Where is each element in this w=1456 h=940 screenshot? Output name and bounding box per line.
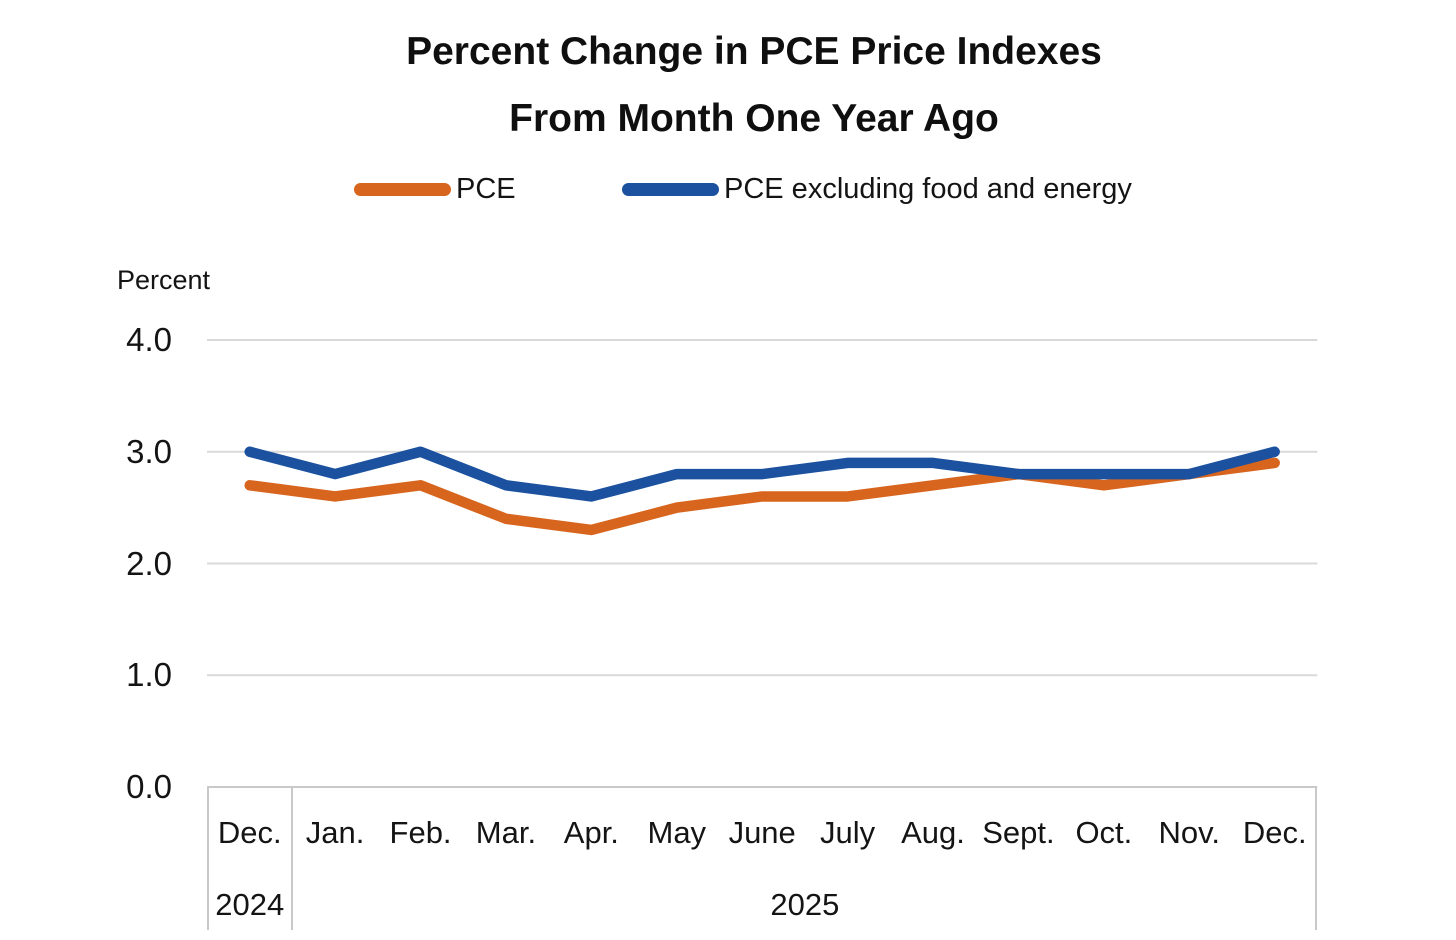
- x-tick-label: Dec.: [217, 815, 282, 850]
- x-tick-label: July: [820, 815, 876, 850]
- year-label: 2025: [770, 887, 840, 922]
- y-tick-label: 1.0: [126, 656, 172, 694]
- y-tick-label: 4.0: [126, 321, 172, 358]
- y-axis-title: Percent: [117, 265, 211, 295]
- legend-swatch-core-pce-icon: [622, 182, 719, 196]
- legend-label-core-pce: PCE excluding food and energy: [724, 172, 1132, 205]
- legend-label-pce: PCE: [456, 172, 516, 205]
- chart-title-line2: From Month One Year Ago: [509, 97, 999, 140]
- x-tick-label: Aug.: [901, 815, 965, 850]
- legend-item-pce: PCE: [354, 170, 516, 208]
- chart-title: Percent Change in PCE Price Indexes From…: [26, 18, 1456, 152]
- x-tick-label: Apr.: [563, 815, 619, 850]
- chart-title-line1: Percent Change in PCE Price Indexes: [406, 30, 1102, 73]
- x-tick-label: May: [647, 815, 707, 850]
- y-tick-label: 2.0: [126, 544, 172, 582]
- x-tick-label: June: [728, 815, 796, 850]
- year-label: 2024: [215, 887, 285, 922]
- year-divider-line: [291, 786, 294, 930]
- x-tick-label: Mar.: [475, 815, 537, 850]
- x-tick-label: Dec.: [1242, 815, 1307, 850]
- series-line-pce: [244, 457, 1280, 536]
- x-tick-label: Jan.: [305, 815, 365, 850]
- series-line-core-pce: [244, 446, 1280, 502]
- x-axis-box: [207, 786, 1317, 930]
- legend-item-core-pce: PCE excluding food and energy: [622, 170, 1132, 208]
- x-tick-label: Sept.: [982, 815, 1055, 850]
- x-tick-label: Oct.: [1075, 815, 1133, 850]
- y-tick-label: 0.0: [126, 768, 172, 805]
- x-tick-label: Feb.: [389, 815, 452, 850]
- legend-swatch-pce-icon: [354, 182, 451, 196]
- x-tick-label: Nov.: [1158, 815, 1220, 850]
- y-tick-label: 3.0: [126, 432, 172, 470]
